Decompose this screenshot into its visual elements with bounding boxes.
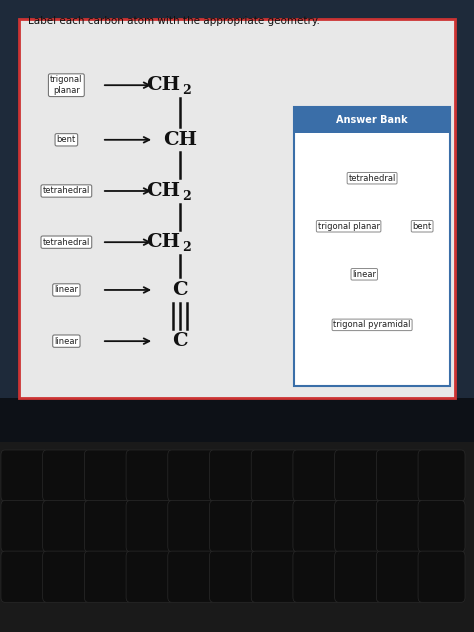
FancyBboxPatch shape (418, 501, 465, 552)
FancyBboxPatch shape (293, 551, 340, 602)
FancyBboxPatch shape (376, 551, 423, 602)
FancyBboxPatch shape (251, 501, 298, 552)
Text: CH: CH (163, 131, 197, 149)
FancyBboxPatch shape (0, 398, 474, 442)
FancyBboxPatch shape (376, 501, 423, 552)
FancyBboxPatch shape (251, 551, 298, 602)
FancyBboxPatch shape (335, 551, 382, 602)
Text: tetrahedral: tetrahedral (43, 186, 90, 195)
FancyBboxPatch shape (294, 133, 450, 386)
Text: 2: 2 (182, 190, 191, 202)
Text: trigonal
planar: trigonal planar (50, 75, 82, 95)
FancyBboxPatch shape (84, 501, 131, 552)
FancyBboxPatch shape (126, 551, 173, 602)
Text: tetrahedral: tetrahedral (43, 238, 90, 246)
FancyBboxPatch shape (418, 551, 465, 602)
FancyBboxPatch shape (293, 501, 340, 552)
Text: Label each carbon atom with the appropriate geometry.: Label each carbon atom with the appropri… (28, 16, 320, 26)
Text: trigonal pyramidal: trigonal pyramidal (333, 320, 411, 329)
FancyBboxPatch shape (168, 450, 215, 501)
FancyBboxPatch shape (126, 450, 173, 501)
FancyBboxPatch shape (19, 19, 455, 398)
FancyBboxPatch shape (418, 450, 465, 501)
FancyBboxPatch shape (210, 450, 256, 501)
FancyBboxPatch shape (43, 501, 90, 552)
FancyBboxPatch shape (43, 450, 90, 501)
Text: CH: CH (146, 182, 180, 200)
FancyBboxPatch shape (0, 442, 474, 632)
FancyBboxPatch shape (1, 450, 48, 501)
FancyBboxPatch shape (168, 551, 215, 602)
FancyBboxPatch shape (294, 107, 450, 133)
Text: C: C (173, 332, 188, 350)
FancyBboxPatch shape (84, 450, 131, 501)
Text: 2: 2 (182, 241, 191, 253)
FancyBboxPatch shape (1, 501, 48, 552)
FancyBboxPatch shape (210, 501, 256, 552)
FancyBboxPatch shape (126, 501, 173, 552)
Text: linear: linear (55, 286, 78, 295)
FancyBboxPatch shape (293, 450, 340, 501)
Text: bent: bent (412, 222, 432, 231)
FancyBboxPatch shape (335, 501, 382, 552)
FancyBboxPatch shape (84, 551, 131, 602)
FancyBboxPatch shape (168, 501, 215, 552)
FancyBboxPatch shape (376, 450, 423, 501)
FancyBboxPatch shape (43, 551, 90, 602)
FancyBboxPatch shape (251, 450, 298, 501)
FancyBboxPatch shape (210, 551, 256, 602)
Text: 2: 2 (182, 84, 191, 97)
FancyBboxPatch shape (0, 0, 474, 417)
Text: CH: CH (146, 76, 180, 94)
Text: linear: linear (352, 270, 376, 279)
Text: bent: bent (57, 135, 76, 144)
Text: tetrahedral: tetrahedral (348, 174, 396, 183)
Text: CH: CH (146, 233, 180, 251)
Text: Answer Bank: Answer Bank (336, 115, 408, 125)
Text: C: C (173, 281, 188, 299)
Text: linear: linear (55, 337, 78, 346)
FancyBboxPatch shape (1, 551, 48, 602)
FancyBboxPatch shape (335, 450, 382, 501)
Text: trigonal planar: trigonal planar (318, 222, 380, 231)
